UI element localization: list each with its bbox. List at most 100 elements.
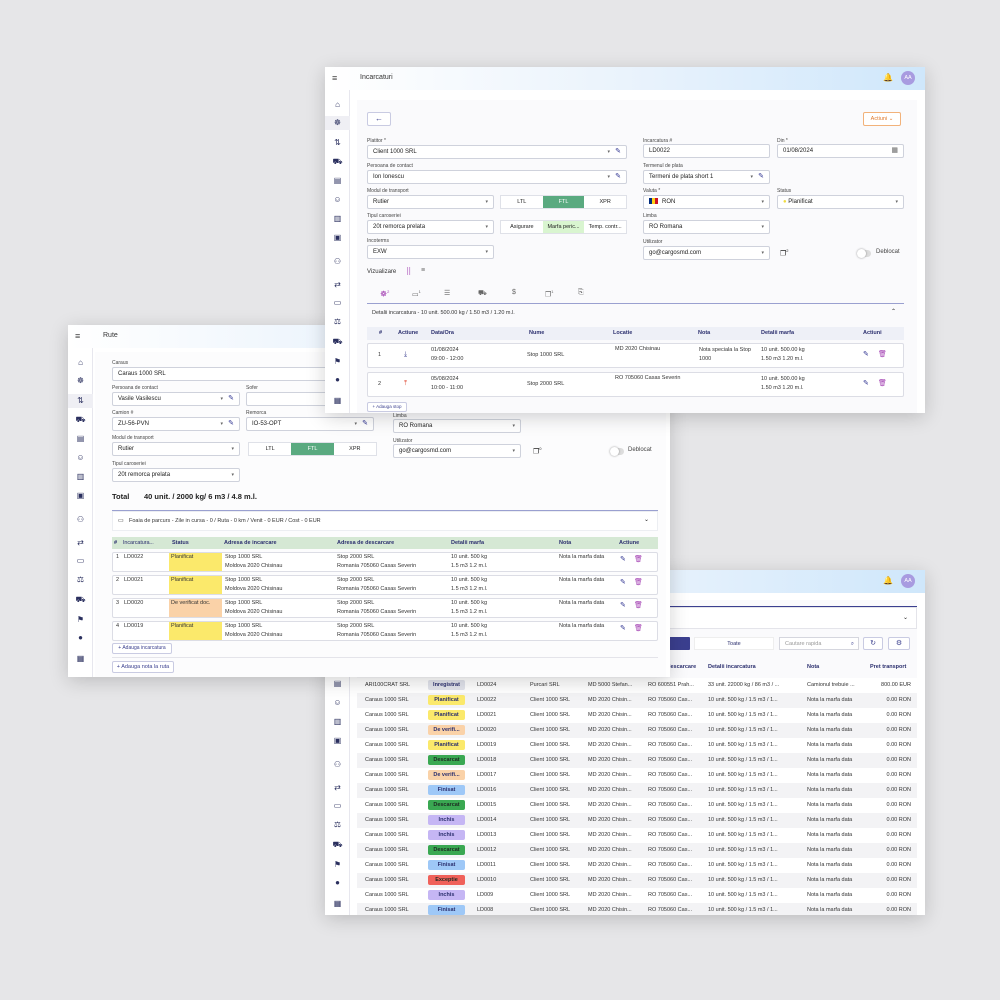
flag-icon[interactable]: ⚑ (76, 615, 85, 624)
edit-icon[interactable]: ✎ (620, 579, 626, 586)
exchange-icon[interactable]: ⇄ (334, 783, 341, 792)
money-icon[interactable]: ● (335, 375, 340, 384)
load-number[interactable]: LD0022 (124, 554, 144, 560)
cargo-options-toggle[interactable]: Asigurare Marfa peric... Temp. contr... (500, 220, 627, 234)
stop-row[interactable] (367, 372, 904, 397)
ftl-option[interactable]: FTL (542, 196, 585, 208)
loads-col-header[interactable]: Status (172, 540, 189, 546)
add-load-button[interactable]: + Adauga incarcatura (112, 643, 172, 654)
xpr-option[interactable]: XPR (599, 199, 611, 205)
user-select[interactable]: go@cargosmd.com ▾ (643, 246, 770, 260)
list-row[interactable] (357, 888, 917, 903)
menu-icon[interactable]: ≡ (75, 331, 81, 341)
book-icon[interactable]: ▦ (76, 654, 85, 663)
back-button[interactable]: ← (367, 112, 391, 126)
loads-col-header[interactable]: Nota (559, 540, 572, 546)
insurance-option[interactable]: Asigurare (510, 224, 534, 230)
people-icon[interactable]: ☺ (333, 698, 342, 707)
delete-icon[interactable]: 🗑 (634, 602, 643, 609)
transport-type-toggle[interactable]: LTL FTL XPR (500, 195, 627, 209)
dangerous-goods-option[interactable]: Marfa peric... (542, 221, 585, 233)
user-select[interactable]: go@cargosmd.com ▾ (393, 444, 521, 458)
home-icon[interactable]: ⌂ (78, 358, 83, 367)
route-load-row[interactable] (112, 575, 658, 595)
stops-col-header[interactable]: Nota (698, 330, 711, 336)
transport-mode-select[interactable]: Rutier ▾ (367, 195, 494, 209)
ftl-option[interactable]: FTL (291, 443, 334, 455)
law-icon[interactable]: ⚖ (76, 575, 85, 584)
flag-icon[interactable]: ⚑ (333, 860, 342, 869)
menu-icon[interactable]: ≡ (332, 73, 338, 83)
language-select[interactable]: RO Romana ▾ (393, 419, 521, 433)
trailer-select[interactable]: IO-53-OPT ▾ ✎ (246, 417, 374, 431)
routes-icon[interactable]: ⇅ (68, 394, 93, 408)
tab-list-icon[interactable]: ☰ (444, 290, 451, 297)
card-icon[interactable]: ▭ (333, 298, 342, 307)
filter-all-button[interactable]: Toate (694, 637, 774, 650)
transport-mode-select[interactable]: Rutier ▾ (112, 442, 240, 456)
avatar[interactable]: AA (901, 574, 915, 588)
law-icon[interactable]: ⚖ (333, 317, 342, 326)
team-icon[interactable]: ⚇ (76, 515, 85, 524)
loads-col-header[interactable]: # (114, 540, 118, 546)
unlocked-toggle[interactable] (610, 447, 624, 456)
tab-network-icon[interactable]: ☸2 (380, 289, 390, 299)
list-row[interactable] (357, 903, 917, 915)
bell-icon[interactable]: 🔔 (883, 576, 893, 585)
load-number[interactable]: LD0021 (124, 577, 144, 583)
add-route-note-button[interactable]: + Adauga nota la ruta (112, 661, 174, 673)
money-icon[interactable]: ● (78, 633, 83, 642)
list-row[interactable] (357, 723, 917, 738)
delete-icon[interactable]: 🗑 (878, 351, 887, 358)
document-icon[interactable]: ▤ (333, 176, 342, 185)
money-icon[interactable]: ● (335, 878, 340, 887)
chevron-down-icon[interactable]: ⌄ (902, 615, 908, 621)
actions-button[interactable]: Actiuni ⌄ (863, 112, 901, 126)
delete-icon[interactable]: 🗑 (634, 579, 643, 586)
details-panel[interactable]: Detalii incarcatura - 10 unit. 500.00 kg… (367, 304, 904, 322)
search-icon[interactable]: ⌕ (850, 641, 854, 647)
route-load-row[interactable] (112, 621, 658, 641)
delete-icon[interactable]: 🗑 (878, 380, 887, 387)
currency-select[interactable]: RON ▾ (643, 195, 770, 209)
truck-icon[interactable]: ⛟ (75, 415, 86, 424)
incoterms-select[interactable]: EXW ▾ (367, 245, 494, 259)
truck-icon[interactable]: ⛟ (332, 157, 343, 166)
delete-icon[interactable]: 🗑 (634, 625, 643, 632)
clipboard-icon[interactable]: ▣ (76, 491, 85, 500)
stops-col-header[interactable]: Data/Ora (431, 330, 454, 336)
transport-type-toggle[interactable]: LTL FTL XPR (248, 442, 377, 456)
edit-icon[interactable]: ✎ (863, 351, 869, 358)
list-row[interactable] (357, 738, 917, 753)
network-icon[interactable]: ☸ (325, 116, 350, 130)
tab-dollar-icon[interactable]: $ (512, 289, 516, 296)
list-row[interactable] (357, 783, 917, 798)
route-load-row[interactable] (112, 552, 658, 572)
contract-icon[interactable]: ▥ (333, 717, 342, 726)
list-row[interactable] (357, 678, 917, 693)
home-icon[interactable]: ⌂ (335, 100, 340, 109)
stops-col-header[interactable]: Locatie (613, 330, 633, 336)
stops-col-header[interactable]: Actiune (398, 330, 419, 336)
document-icon[interactable]: ▤ (76, 434, 85, 443)
list-row[interactable] (357, 858, 917, 873)
list-row[interactable] (357, 813, 917, 828)
van-icon[interactable]: ⛟ (332, 840, 343, 849)
stop-row[interactable] (367, 343, 904, 368)
edit-icon[interactable]: ✎ (620, 556, 626, 563)
loads-col-header[interactable]: Actiune (619, 540, 640, 546)
stops-col-header[interactable]: Detalii marfa (761, 330, 795, 336)
copy-icon[interactable]: ❐2 (780, 248, 789, 258)
flag-icon[interactable]: ⚑ (333, 357, 342, 366)
list-row[interactable] (357, 708, 917, 723)
book-icon[interactable]: ▦ (333, 396, 342, 405)
people-icon[interactable]: ☺ (76, 453, 85, 462)
list-row[interactable] (357, 828, 917, 843)
copy-icon[interactable]: ❐0 (533, 446, 542, 456)
search-input[interactable]: Cautare rapida ⌕ (779, 637, 859, 650)
van-icon[interactable]: ⛟ (75, 595, 86, 604)
load-number-field[interactable]: LD0022 (643, 144, 770, 158)
status-select[interactable]: ● Planificat ▾ (777, 195, 904, 209)
load-number[interactable]: LD0019 (124, 623, 144, 629)
ltl-option[interactable]: LTL (265, 446, 275, 452)
